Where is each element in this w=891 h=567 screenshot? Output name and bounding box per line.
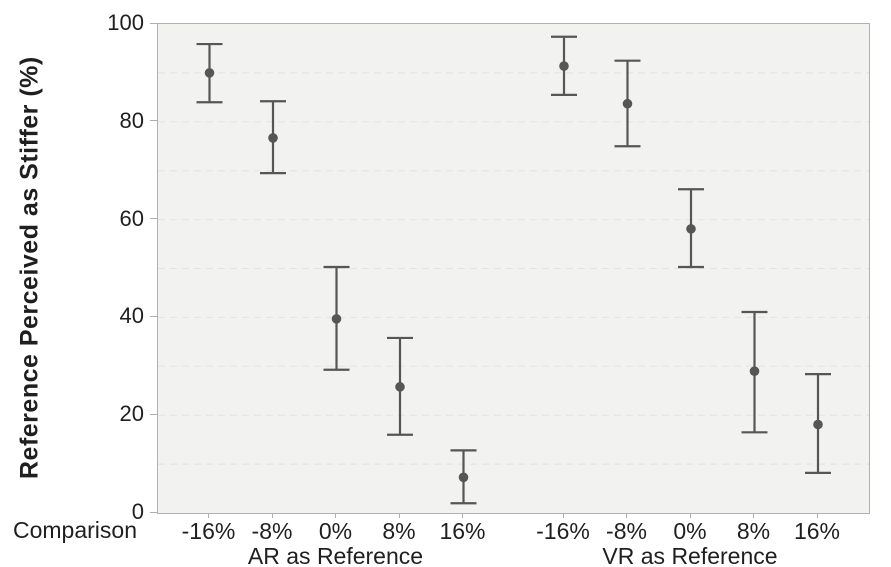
y-tick-mark <box>150 218 157 220</box>
y-tick-label: 40 <box>119 303 144 329</box>
mean-point <box>749 366 760 376</box>
x-tick-label: -8% <box>606 518 647 544</box>
y-tick-mark <box>150 120 157 122</box>
y-tick-label: 20 <box>119 401 144 427</box>
y-tick-label: 0 <box>131 499 144 524</box>
y-tick-label: 60 <box>119 205 144 231</box>
x-tick-label: -8% <box>251 518 293 544</box>
y-tick-label: 80 <box>119 107 144 133</box>
mean-point <box>204 68 215 78</box>
mean-point <box>559 61 569 71</box>
x-tick-label: 0% <box>318 518 353 544</box>
mean-point <box>622 98 633 109</box>
y-tick-mark <box>150 511 157 513</box>
x-tick-mark <box>689 513 691 518</box>
y-tick-mark <box>150 22 157 24</box>
x-tick-mark <box>462 513 463 518</box>
x-tick-label: 8% <box>736 518 771 544</box>
y-tick-mark <box>150 413 157 415</box>
mean-point <box>268 133 278 143</box>
mean-point <box>458 472 469 483</box>
x-tick-mark <box>753 513 754 518</box>
y-tick-mark <box>150 315 157 317</box>
x-tick-mark <box>816 513 818 518</box>
y-axis-title: Reference Perceived as Stiffer (%) <box>15 56 44 479</box>
x-tick-label: 0% <box>673 518 707 544</box>
x-axis-title: Comparison <box>13 517 137 543</box>
x-tick-mark <box>398 513 400 518</box>
x-tick-mark <box>626 513 627 518</box>
x-tick-label: 16% <box>439 518 486 544</box>
x-tick-label: 16% <box>793 518 841 544</box>
y-tick-label: 100 <box>107 10 144 35</box>
mean-point <box>331 314 342 324</box>
x-tick-label: -16% <box>536 518 590 544</box>
mean-point <box>395 382 405 392</box>
facet-label: VR as Reference <box>602 543 778 567</box>
plot-area <box>157 23 870 514</box>
facet-label: AR as Reference <box>247 543 424 567</box>
x-tick-label: -16% <box>181 518 236 544</box>
x-tick-mark <box>208 513 209 518</box>
x-tick-mark <box>335 513 336 518</box>
plot-canvas <box>158 35 869 505</box>
mean-point <box>686 224 696 234</box>
x-tick-mark <box>562 513 564 518</box>
x-tick-mark <box>271 513 273 518</box>
x-tick-label: 8% <box>382 518 416 544</box>
mean-point <box>813 419 823 430</box>
